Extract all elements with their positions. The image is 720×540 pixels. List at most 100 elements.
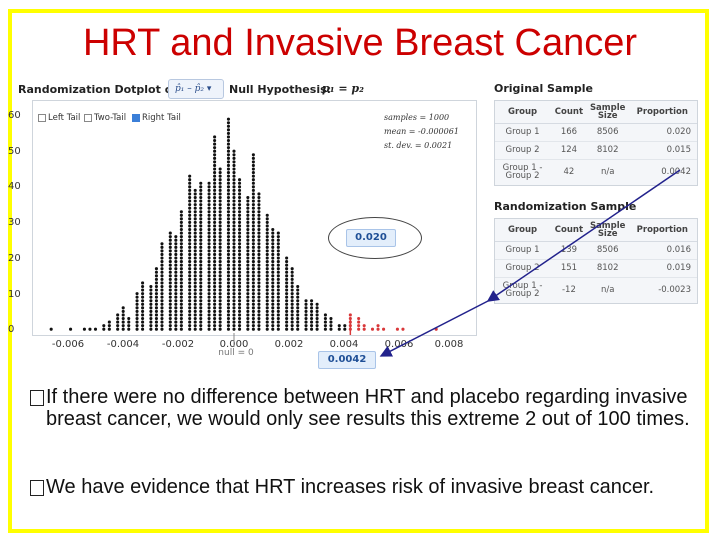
dot	[246, 213, 250, 217]
dot	[188, 235, 192, 239]
dot	[135, 292, 139, 296]
dot	[207, 260, 211, 264]
dot	[121, 324, 125, 328]
dot	[218, 217, 222, 221]
table-row: Group 1 139 8506 0.016	[495, 240, 697, 259]
dot	[199, 284, 203, 289]
dot	[154, 324, 158, 328]
dot	[265, 309, 269, 313]
dot	[199, 231, 203, 235]
dot	[237, 263, 242, 267]
dot	[193, 249, 197, 253]
dot	[315, 309, 319, 313]
dot	[213, 178, 217, 182]
dot	[179, 227, 183, 232]
dot	[168, 313, 172, 317]
dot	[213, 146, 217, 150]
dot	[179, 235, 183, 239]
dot-stack	[135, 292, 139, 331]
dot	[127, 324, 131, 328]
arrow-to-cutoff-box	[379, 300, 489, 357]
arrow-to-randomization-table	[486, 169, 681, 302]
dot	[226, 324, 231, 328]
dot	[232, 185, 236, 189]
dot	[168, 292, 172, 296]
dot	[168, 309, 172, 313]
dot	[154, 295, 158, 299]
dot	[271, 235, 275, 239]
cutoff-value-box[interactable]: 0.0042	[318, 351, 376, 369]
dot	[251, 188, 255, 192]
dot	[199, 313, 203, 317]
dot	[160, 281, 164, 285]
dot	[285, 299, 289, 303]
dot	[168, 295, 172, 299]
dot	[246, 235, 250, 239]
dot	[207, 227, 211, 232]
dot	[218, 270, 222, 274]
two-tail-checkbox[interactable]: Two-Tail	[84, 113, 126, 123]
dot	[160, 249, 164, 253]
dot	[276, 242, 280, 246]
dot	[232, 149, 236, 153]
dot	[276, 302, 280, 306]
dot-stack	[265, 213, 269, 331]
dot	[207, 185, 211, 189]
dot	[251, 224, 255, 228]
dot	[207, 238, 211, 242]
dot	[207, 199, 211, 203]
dot	[149, 292, 153, 296]
dot	[226, 124, 231, 128]
dot	[285, 270, 289, 274]
dot	[199, 188, 203, 192]
dot	[199, 263, 203, 267]
dot	[188, 210, 192, 214]
dot	[276, 274, 280, 278]
statistic-dropdown[interactable]: p̂₁ – p̂₂ ▾	[168, 79, 224, 99]
dot	[357, 327, 361, 331]
dot	[93, 327, 98, 331]
dot	[265, 256, 269, 260]
dot	[135, 320, 139, 324]
dot	[193, 227, 197, 232]
dot	[149, 324, 153, 328]
cell-group: Group 2	[495, 258, 551, 277]
dot	[226, 146, 231, 150]
dot	[226, 117, 231, 121]
dot	[285, 263, 289, 267]
dot	[188, 242, 192, 246]
dot	[290, 284, 294, 289]
dot	[232, 231, 236, 235]
dot	[265, 324, 269, 328]
left-tail-checkbox[interactable]: Left Tail	[38, 113, 80, 123]
dot	[168, 231, 172, 235]
y-tick-label: 50	[8, 146, 21, 157]
dot	[135, 302, 139, 306]
dot	[141, 302, 145, 306]
dot	[160, 288, 164, 292]
dot	[232, 224, 236, 228]
dot	[193, 206, 197, 210]
dot	[276, 316, 280, 321]
dot	[207, 295, 211, 299]
dot	[213, 245, 217, 249]
dot	[329, 316, 333, 321]
y-tick-label: 30	[8, 217, 21, 228]
right-tail-checkbox[interactable]: Right Tail	[132, 113, 181, 123]
y-tick-label: 40	[8, 181, 21, 192]
dot	[193, 277, 197, 281]
dot	[213, 292, 217, 296]
dot	[135, 313, 139, 317]
dot	[168, 299, 172, 303]
dot	[188, 231, 192, 235]
dot	[246, 309, 250, 313]
dot	[135, 316, 139, 321]
dot	[237, 227, 242, 232]
dot	[179, 210, 183, 214]
dot	[246, 295, 250, 299]
dot	[193, 213, 197, 217]
bullet-item: If there were no difference between HRT …	[30, 386, 700, 430]
dot	[199, 299, 203, 303]
dot	[207, 320, 211, 324]
dot	[174, 316, 178, 321]
